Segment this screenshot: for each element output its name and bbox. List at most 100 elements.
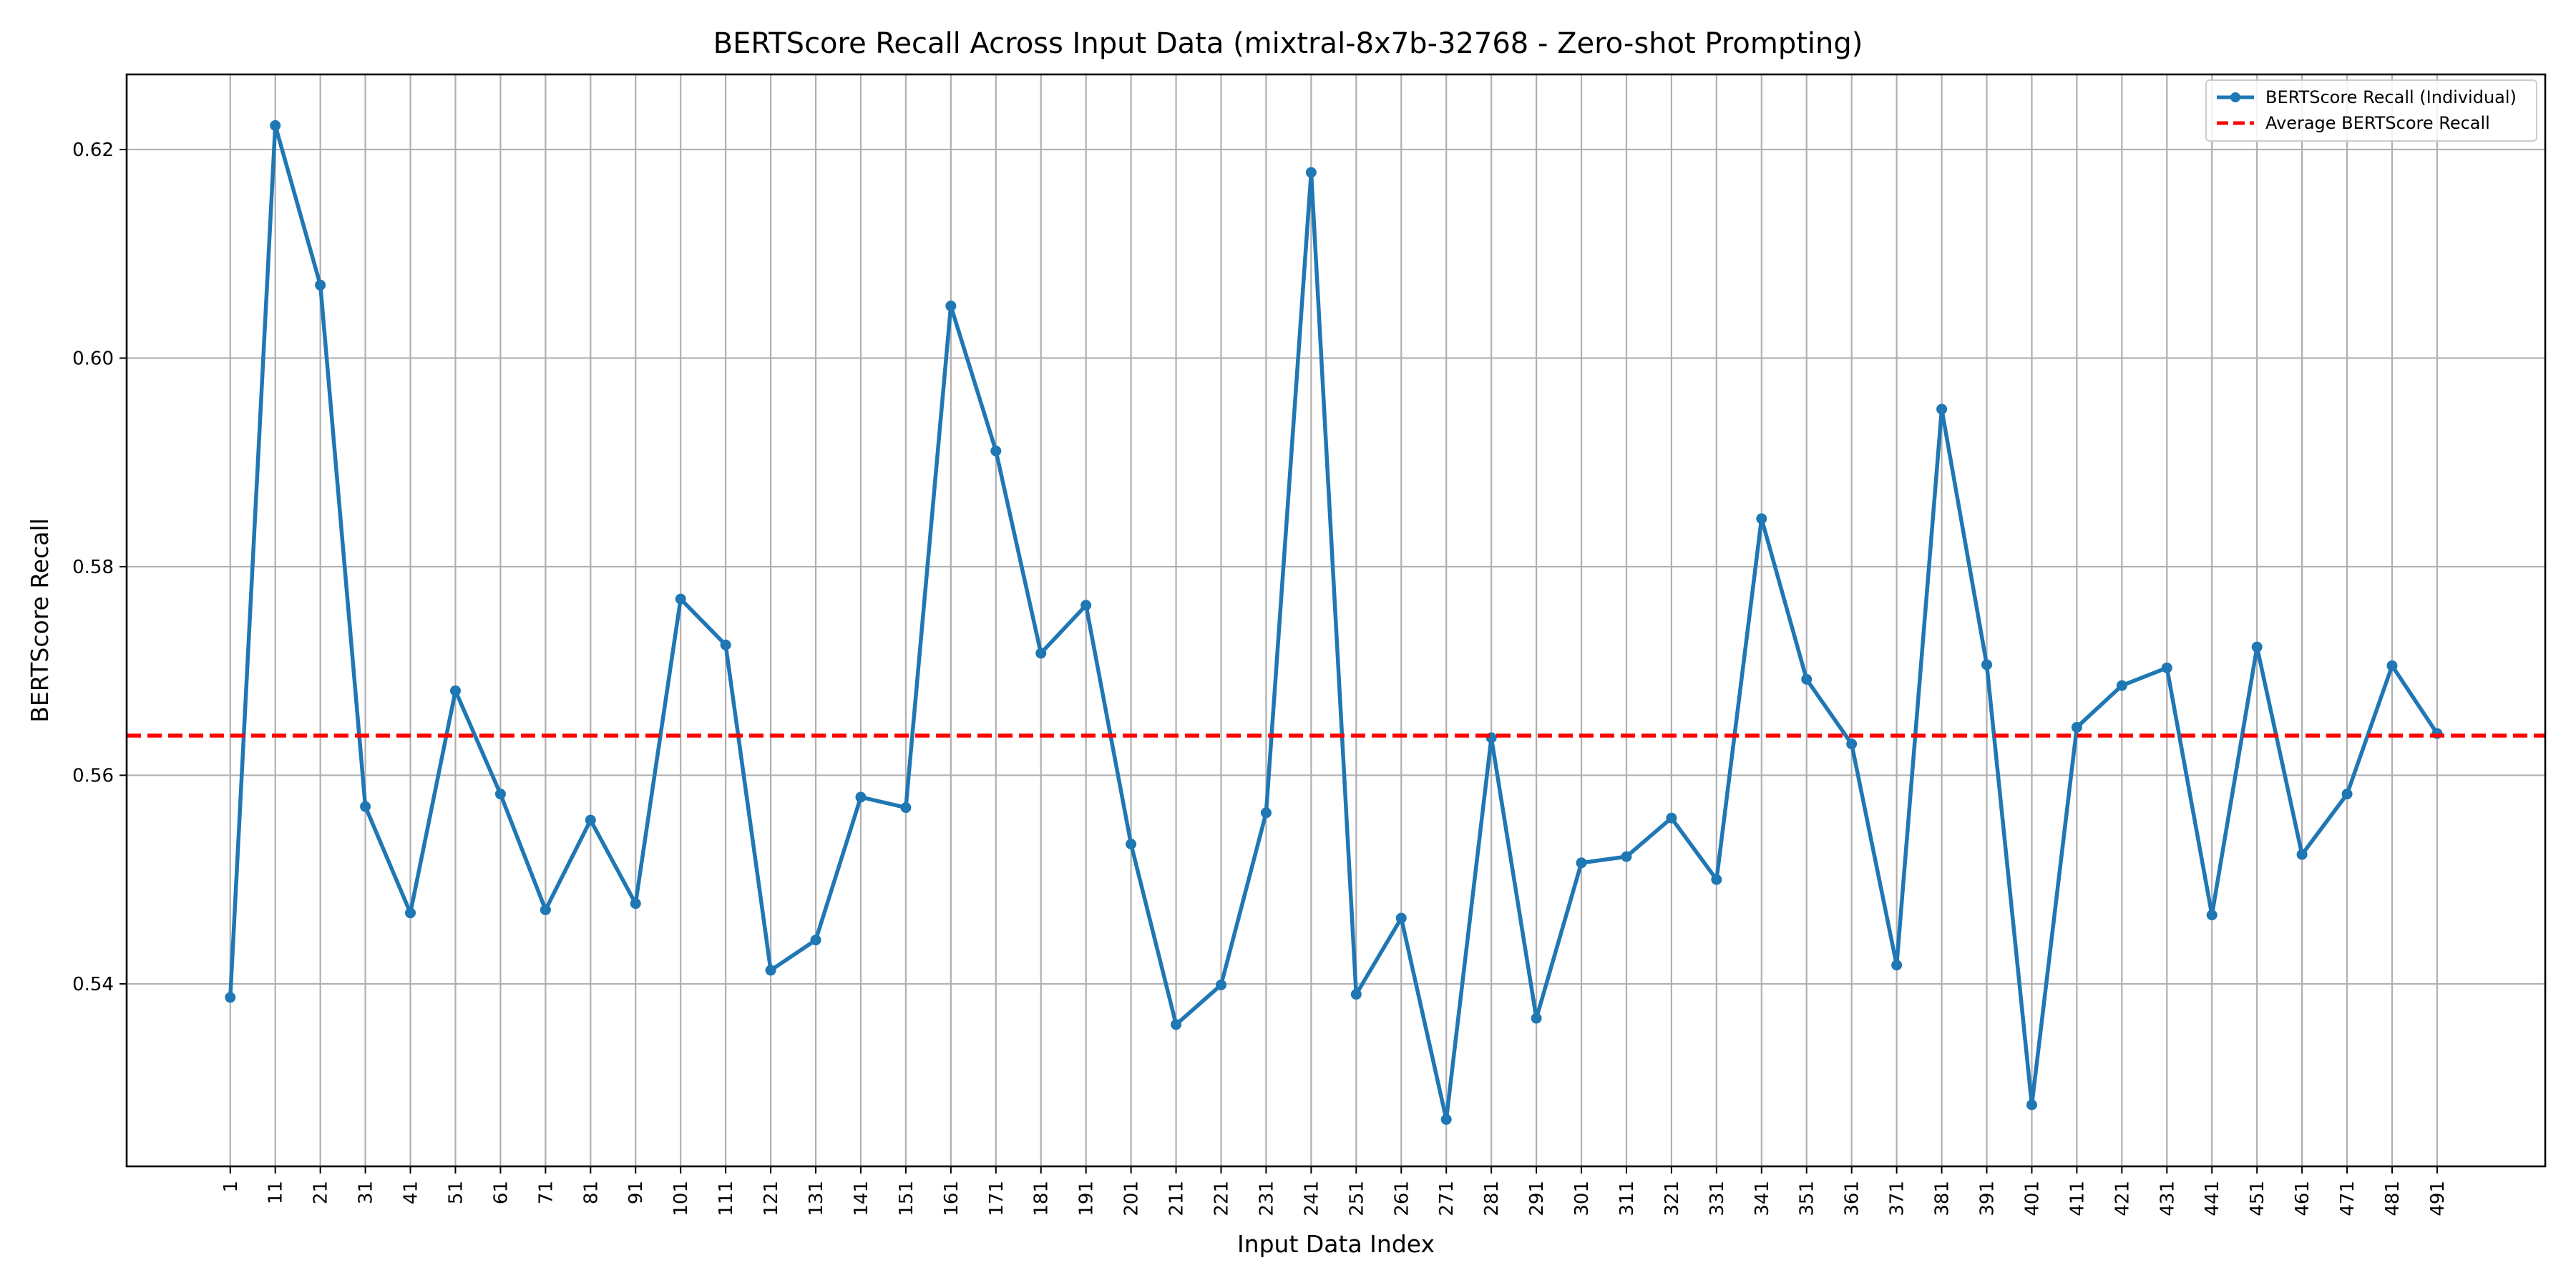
x-tick-label: 231 (1256, 1181, 1277, 1216)
x-tick-label: 181 (1031, 1181, 1053, 1216)
chart-title: BERTScore Recall Across Input Data (mixt… (713, 27, 1863, 60)
data-point (1035, 648, 1047, 659)
data-point (1395, 912, 1407, 924)
x-tick-label: 41 (401, 1181, 422, 1204)
data-point (2251, 641, 2263, 653)
x-axis-label: Input Data Index (1237, 1230, 1435, 1258)
data-point (810, 935, 821, 946)
y-tick-label: 0.56 (72, 765, 114, 786)
data-point (720, 639, 731, 650)
x-tick-label: 211 (1166, 1181, 1188, 1216)
data-point (1305, 167, 1317, 178)
x-tick-label: 291 (1526, 1181, 1548, 1216)
x-tick-label: 131 (806, 1181, 827, 1216)
data-point (405, 907, 416, 919)
x-tick-label: 161 (941, 1181, 962, 1216)
data-point (900, 802, 912, 814)
x-tick-label: 221 (1211, 1181, 1232, 1216)
data-point (585, 814, 596, 826)
x-tick-label: 491 (2427, 1181, 2449, 1216)
data-point (2071, 721, 2082, 733)
data-point (1936, 404, 1948, 415)
data-point (990, 445, 1002, 457)
y-axis-label: BERTScore Recall (26, 518, 54, 723)
data-point (540, 904, 551, 915)
x-tick-label: 21 (311, 1181, 332, 1204)
data-point (225, 992, 236, 1003)
x-tick-label: 281 (1481, 1181, 1503, 1216)
data-point (2206, 909, 2218, 921)
data-point (494, 789, 506, 800)
x-tick-label: 331 (1707, 1181, 1728, 1216)
x-tick-label: 141 (851, 1181, 872, 1216)
y-tick-label: 0.60 (72, 348, 114, 369)
y-tick-label: 0.58 (72, 557, 114, 578)
x-tick-label: 121 (761, 1181, 782, 1216)
legend: BERTScore Recall (Individual) Average BE… (2205, 79, 2537, 142)
data-point (1711, 874, 1722, 885)
x-tick-label: 311 (1616, 1181, 1638, 1216)
x-tick-label: 471 (2337, 1181, 2358, 1216)
data-point (1126, 839, 1137, 850)
x-tick-label: 31 (356, 1181, 377, 1204)
plot-frame (125, 73, 2547, 1168)
data-point (360, 801, 371, 812)
x-tick-label: 101 (670, 1181, 692, 1216)
data-point (1801, 673, 1813, 685)
x-tick-label: 261 (1391, 1181, 1413, 1216)
data-point (2116, 680, 2127, 691)
x-tick-label: 241 (1301, 1181, 1322, 1216)
data-point (2026, 1099, 2037, 1111)
x-tick-label: 151 (896, 1181, 917, 1216)
tick-layer: 1 11 21 31 41 51 61 71 81 91 101 111 121 131 141 151 161… (72, 140, 2449, 1216)
data-point (855, 791, 867, 803)
x-tick-label: 301 (1571, 1181, 1593, 1216)
data-point (2341, 789, 2353, 800)
data-point (1171, 1019, 1182, 1030)
data-point (2161, 662, 2172, 673)
x-tick-label: 321 (1662, 1181, 1683, 1216)
x-tick-label: 451 (2247, 1181, 2268, 1216)
x-tick-label: 461 (2292, 1181, 2313, 1216)
x-tick-label: 251 (1346, 1181, 1367, 1216)
legend-marker-individual (2230, 92, 2240, 102)
data-point (1215, 979, 1226, 990)
legend-label-average: Average BERTScore Recall (2265, 113, 2490, 133)
x-tick-label: 111 (716, 1181, 737, 1216)
y-tick-label: 0.62 (72, 140, 114, 161)
x-tick-label: 91 (625, 1181, 647, 1204)
data-point (945, 301, 957, 312)
data-point (1260, 807, 1272, 819)
data-point (765, 965, 776, 976)
x-tick-label: 1 (220, 1181, 242, 1193)
x-tick-label: 11 (265, 1181, 287, 1204)
data-point (630, 898, 641, 909)
data-point (2386, 660, 2398, 671)
x-tick-label: 271 (1436, 1181, 1458, 1216)
data-point (1981, 659, 1993, 670)
x-tick-label: 401 (2021, 1181, 2043, 1216)
y-tick-label: 0.54 (72, 974, 114, 995)
x-tick-label: 71 (535, 1181, 557, 1204)
data-point (1350, 989, 1362, 1000)
data-point (1756, 513, 1767, 525)
data-point (1621, 851, 1632, 862)
series-line-individual (228, 123, 2439, 1122)
x-tick-label: 391 (1977, 1181, 1999, 1216)
data-point (1891, 960, 1903, 971)
data-point (1576, 857, 1587, 869)
x-tick-label: 441 (2202, 1181, 2223, 1216)
x-tick-label: 371 (1887, 1181, 1908, 1216)
x-tick-label: 381 (1932, 1181, 1953, 1216)
x-tick-label: 481 (2382, 1181, 2404, 1216)
data-point (675, 593, 686, 605)
data-point (2296, 849, 2308, 860)
x-tick-label: 411 (2067, 1181, 2088, 1216)
legend-label-individual: BERTScore Recall (Individual) (2265, 87, 2517, 107)
data-point (270, 119, 281, 131)
x-tick-label: 51 (445, 1181, 467, 1204)
data-point (1666, 812, 1677, 824)
x-tick-label: 201 (1121, 1181, 1143, 1216)
